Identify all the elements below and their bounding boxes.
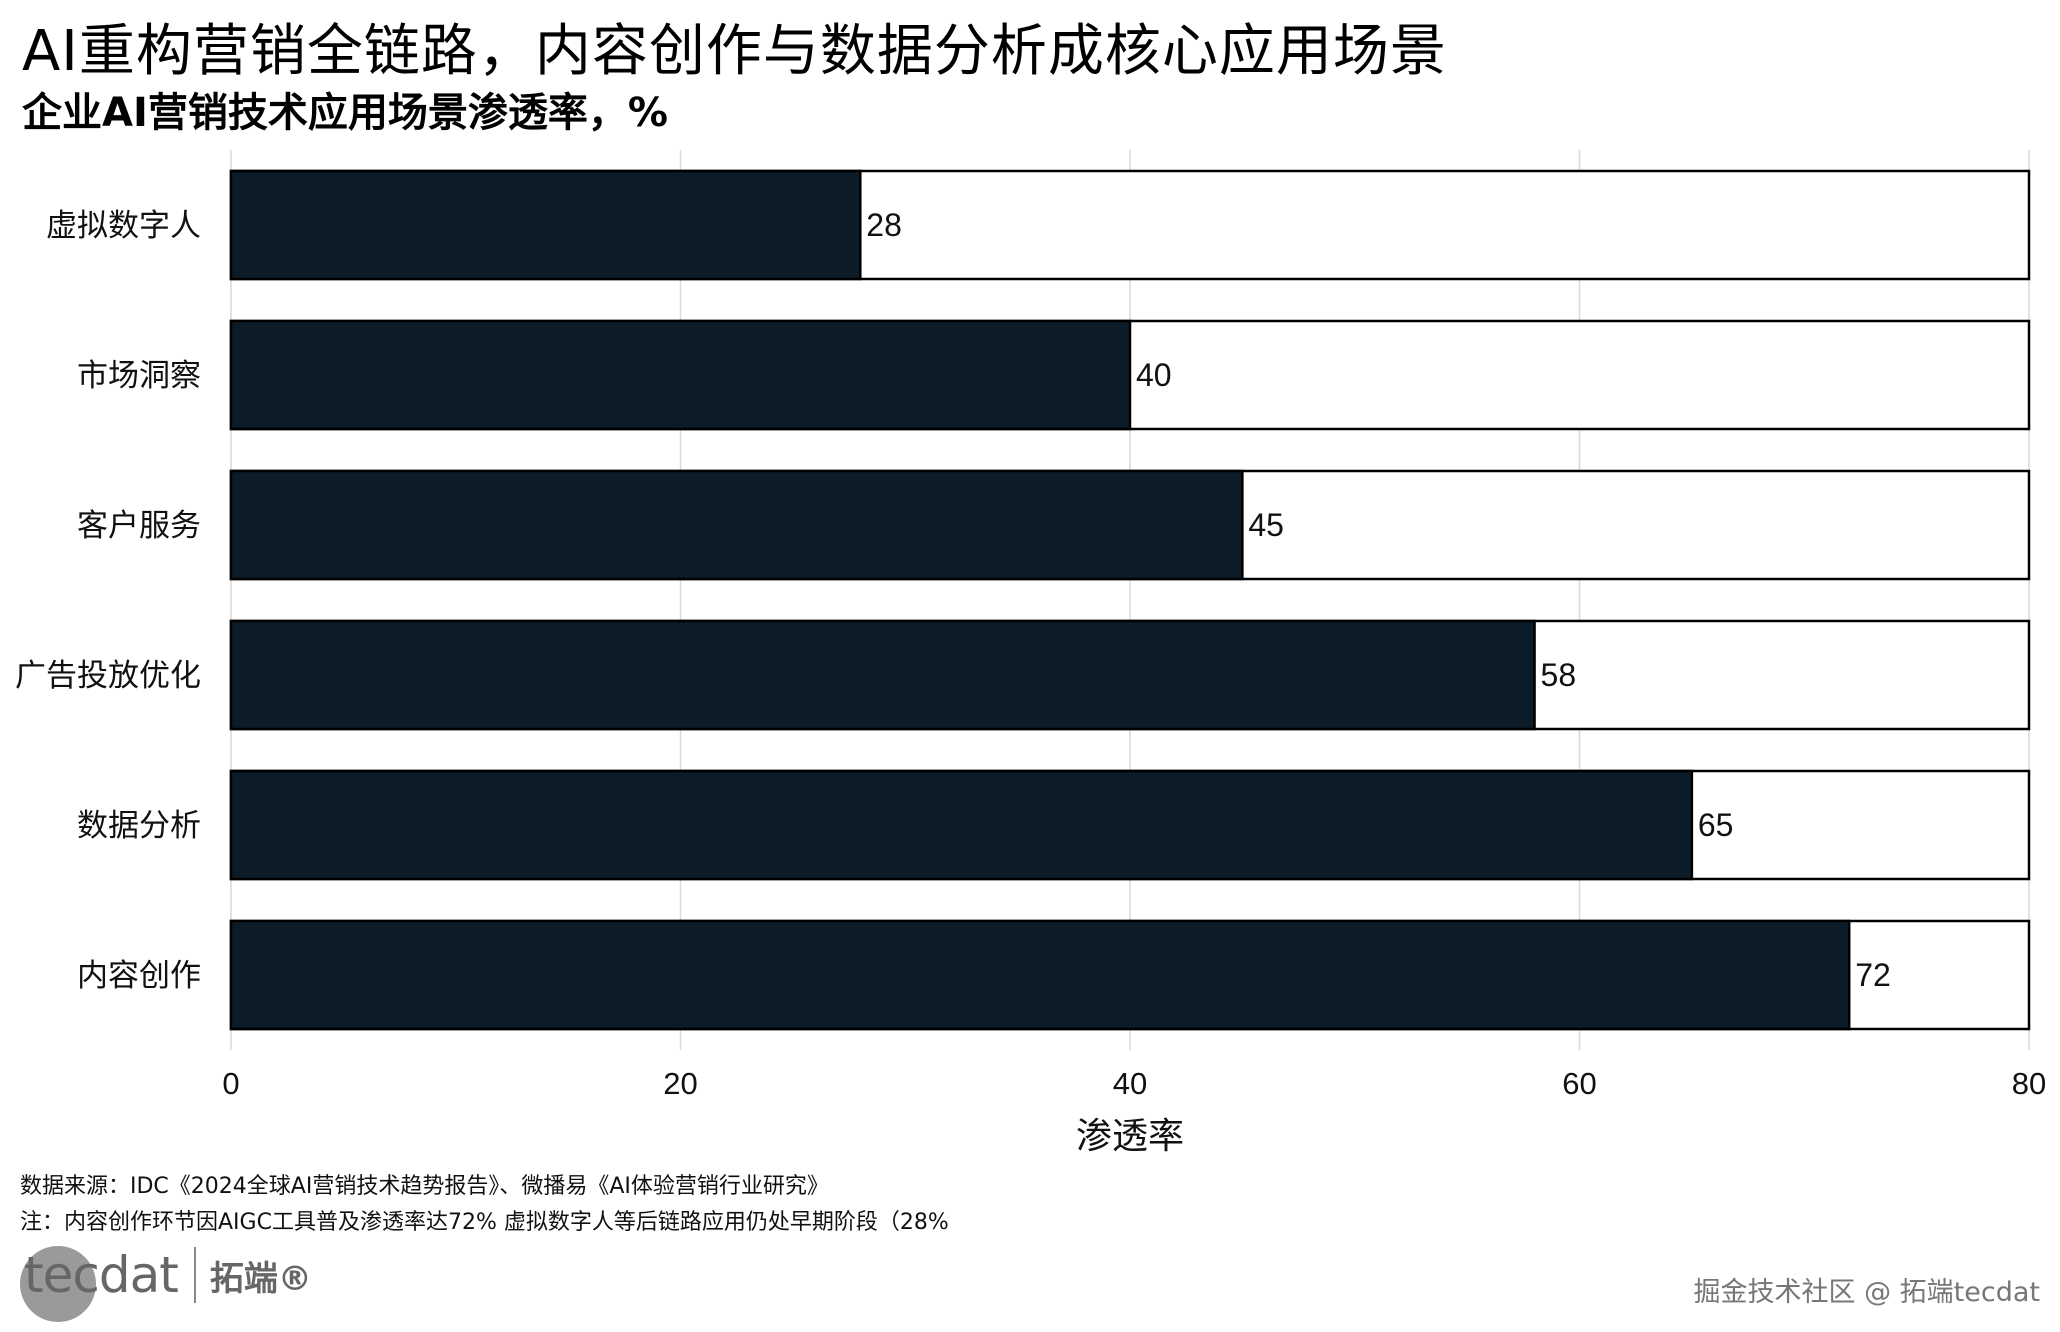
- bar-3: [229, 619, 1536, 731]
- bar-2: [229, 469, 1244, 581]
- category-label: 广告投放优化: [15, 658, 201, 694]
- x-tick-label: 60: [1562, 1066, 1596, 1101]
- x-tick-label: 20: [663, 1066, 697, 1101]
- data-source-note: 数据来源：IDC《2024全球AI营销技术趋势报告》、微播易《AI体验营销行业研…: [20, 1174, 829, 1199]
- gridlines: [230, 150, 2030, 1050]
- x-tick-label: 40: [1113, 1066, 1147, 1101]
- bar-4: [229, 769, 1694, 881]
- x-tick-label: 0: [222, 1066, 239, 1101]
- category-label: 数据分析: [77, 808, 201, 844]
- data-label: 58: [1541, 657, 1577, 693]
- category-label: 内容创作: [77, 958, 201, 994]
- bars: [229, 169, 2031, 1031]
- x-axis-label: 渗透率: [1076, 1116, 1184, 1157]
- data-label: 65: [1698, 807, 1734, 843]
- category-label: 虚拟数字人: [46, 208, 201, 244]
- chart-title: AI重构营销全链路，内容创作与数据分析成核心应用场景: [22, 19, 1447, 84]
- bar-1: [229, 319, 1132, 431]
- tecdat-logo: tecdat 拓端®: [20, 1246, 312, 1322]
- watermark: 掘金技术社区 @ 拓端tecdat: [1693, 1277, 2040, 1308]
- bar-chart: 0 20 40 60 80 28 虚拟数字人 40 市场洞察 45 客户服务 58 广告投放优化 65 数据…: [15, 150, 2046, 1157]
- logo-divider: [193, 1247, 196, 1303]
- logo-text-cn: 拓端®: [209, 1258, 312, 1299]
- x-tick-label: 80: [2012, 1066, 2046, 1101]
- chart-subtitle: 企业AI营销技术应用场景渗透率，%: [22, 90, 668, 136]
- category-label: 客户服务: [77, 508, 201, 544]
- data-label: 40: [1136, 357, 1172, 393]
- category-label: 市场洞察: [77, 358, 201, 394]
- logo-circle-icon: [20, 1246, 96, 1322]
- data-label: 45: [1248, 507, 1284, 543]
- labels: 0 20 40 60 80 28 虚拟数字人 40 市场洞察 45 客户服务 58 广告投放优化 65 数据…: [15, 207, 2046, 1101]
- logo-text-en: tecdat: [24, 1246, 179, 1304]
- bar-5: [229, 919, 1851, 1031]
- bar-0: [229, 169, 862, 281]
- footnote: 注：内容创作环节因AIGC工具普及渗透率达72% 虚拟数字人等后链路应用仍处早期…: [20, 1210, 949, 1235]
- data-label: 72: [1855, 957, 1891, 993]
- data-label: 28: [866, 207, 902, 243]
